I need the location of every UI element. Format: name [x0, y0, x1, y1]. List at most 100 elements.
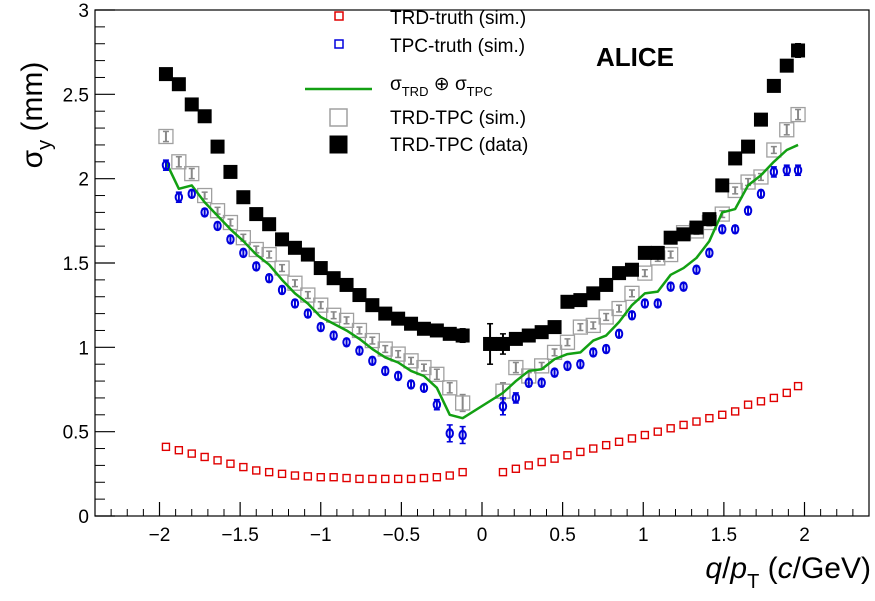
point-trd — [226, 459, 235, 468]
point-data — [791, 43, 806, 58]
legend-marker-data — [329, 135, 348, 154]
point-trd — [432, 473, 442, 482]
point-trd — [174, 446, 184, 455]
point-trd — [718, 410, 727, 419]
point-trd — [368, 474, 377, 484]
legend-entry-sum: σTRD ⊕ σTPC — [305, 74, 493, 99]
point-data — [573, 293, 588, 308]
point-data — [326, 271, 341, 286]
x-axis-label-c: c — [778, 552, 793, 585]
x-tick-label: 0.5 — [549, 525, 575, 546]
point-sim — [158, 128, 174, 145]
point-tpc — [200, 207, 209, 218]
point-sim — [598, 309, 614, 325]
point-trd — [550, 454, 559, 463]
point-tpc — [640, 298, 650, 309]
point-tpc — [239, 247, 248, 259]
legend-sum-sigma1: σ — [390, 74, 402, 95]
legend-label-sum: σTRD ⊕ σTPC — [390, 74, 493, 99]
point-tpc — [653, 298, 662, 309]
x-tick-label: 1 — [638, 525, 649, 546]
point-tpc — [589, 347, 598, 358]
legend-marker-tpc — [334, 39, 344, 49]
point-trd — [277, 469, 287, 479]
point-trd — [200, 452, 209, 462]
point-trd — [756, 397, 766, 406]
point-data — [365, 298, 380, 313]
point-trd — [458, 467, 467, 477]
point-trd — [576, 447, 585, 457]
legend-marker-sim — [329, 108, 348, 127]
point-sim — [534, 358, 550, 374]
x-axis-label: q/pT (c/GeV) — [705, 552, 871, 593]
point-sim — [209, 203, 226, 219]
point-sim — [572, 319, 589, 335]
point-data — [521, 328, 536, 343]
point-tpc — [445, 428, 454, 439]
point-tpc — [432, 399, 442, 410]
point-trd — [498, 467, 508, 477]
point-data — [197, 109, 212, 124]
point-trd — [316, 473, 325, 482]
point-data — [442, 326, 457, 341]
point-trd — [782, 388, 791, 398]
point-tpc — [730, 224, 740, 235]
point-tpc — [614, 328, 624, 340]
legend-label-tpc: TPC-truth (sim.) — [390, 36, 525, 57]
legend-marker-trd — [334, 11, 344, 21]
x-axis-label-sub: T — [747, 571, 759, 593]
y-axis-label-unit: (mm) — [16, 62, 49, 140]
point-sim — [508, 359, 524, 376]
point-trd — [589, 444, 598, 453]
point-data — [262, 217, 277, 232]
point-sim — [753, 169, 769, 185]
point-tpc — [601, 343, 611, 355]
legend-sum-sub1: TRD — [402, 84, 429, 99]
legend-sum-sub2: TPC — [467, 84, 493, 99]
point-tpc — [511, 392, 521, 404]
point-trd — [653, 427, 662, 436]
x-tick-label: −0.5 — [383, 525, 421, 546]
point-sim — [585, 317, 601, 334]
point-sim — [274, 260, 290, 276]
point-data — [766, 78, 781, 93]
series-layer — [158, 42, 806, 484]
point-data — [236, 190, 251, 205]
point-tpc — [277, 284, 287, 296]
point-tpc — [705, 247, 714, 259]
point-trd — [627, 434, 637, 443]
point-data — [560, 294, 575, 309]
point-tpc — [226, 234, 235, 245]
point-sim — [559, 334, 576, 350]
point-data — [184, 97, 199, 112]
point-trd — [793, 381, 803, 391]
point-sim — [790, 106, 806, 123]
point-tpc — [627, 310, 637, 321]
point-trd — [239, 462, 248, 472]
point-trd — [406, 474, 416, 484]
point-sim — [261, 246, 277, 263]
point-trd — [524, 461, 533, 470]
point-data — [483, 336, 498, 351]
point-sim — [248, 241, 264, 258]
point-sim — [235, 230, 252, 246]
y-axis-label-sub: y — [34, 140, 56, 150]
point-data — [171, 77, 186, 92]
point-sim — [313, 297, 329, 313]
x-tick-label: −1.5 — [221, 525, 259, 546]
point-data — [599, 277, 614, 292]
point-data — [300, 247, 315, 262]
alice-label: ALICE — [596, 42, 674, 72]
point-sim — [429, 366, 445, 382]
point-trd — [381, 474, 390, 484]
legend-label-data: TRD-TPC (data) — [390, 135, 528, 156]
point-data — [753, 112, 768, 127]
point-tpc — [393, 370, 403, 382]
point-data — [586, 286, 601, 301]
point-tpc — [692, 264, 701, 275]
point-data — [779, 58, 794, 73]
point-trd — [730, 407, 740, 416]
point-tpc — [290, 298, 300, 309]
point-tpc — [213, 220, 222, 232]
